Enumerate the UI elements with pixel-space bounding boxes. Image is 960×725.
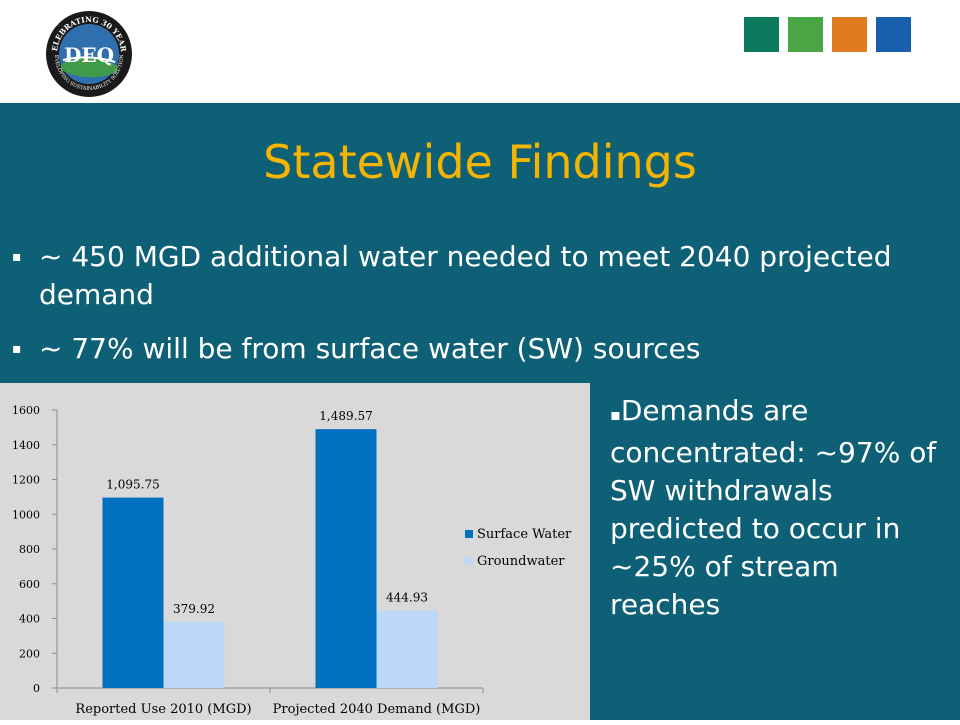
data-label: 1,489.57 bbox=[319, 409, 372, 423]
bullet-text: ~ 77% will be from surface water (SW) so… bbox=[39, 332, 701, 365]
logo-center-text: DEQ bbox=[64, 43, 114, 67]
y-tick-label: 600 bbox=[19, 578, 40, 591]
side-note: ▪Demands are concentrated: ~97% of SW wi… bbox=[610, 392, 955, 624]
category-label: Reported Use 2010 (MGD) bbox=[75, 702, 251, 717]
legend-swatch bbox=[465, 530, 473, 538]
data-label: 379.92 bbox=[173, 602, 215, 616]
bullet-marker: ▪ bbox=[12, 249, 22, 265]
slide-title: Statewide Findings bbox=[263, 135, 697, 189]
side-note-text: Demands are concentrated: ~97% of SW wit… bbox=[610, 394, 937, 621]
legend-swatch bbox=[465, 557, 473, 565]
deq-logo: CELEBRATING 30 YEARS DEVELOPING SUSTAINA… bbox=[45, 10, 132, 97]
data-label: 444.93 bbox=[386, 591, 428, 605]
bar-chart: 0 200 400 600 800 1000 1200 1400 1600 1,095.75 379… bbox=[12, 404, 572, 717]
square-teal bbox=[744, 17, 779, 52]
side-bullet-marker: ▪ bbox=[610, 405, 621, 424]
y-tick-label: 400 bbox=[19, 613, 40, 626]
y-tick-label: 800 bbox=[19, 543, 40, 556]
category-label: Projected 2040 Demand (MGD) bbox=[273, 702, 481, 717]
bullet-list: ▪ ~ 450 MGD additional water needed to m… bbox=[12, 238, 932, 384]
bar-groundwater bbox=[163, 621, 225, 688]
legend-label: Groundwater bbox=[477, 554, 565, 569]
square-blue bbox=[876, 17, 911, 52]
legend-label: Surface Water bbox=[477, 527, 572, 542]
header: CELEBRATING 30 YEARS DEVELOPING SUSTAINA… bbox=[0, 0, 960, 103]
bullet-text: ~ 450 MGD additional water needed to mee… bbox=[39, 240, 892, 311]
y-tick-label: 1200 bbox=[12, 474, 40, 487]
bullet-marker: ▪ bbox=[12, 341, 22, 357]
square-orange bbox=[832, 17, 867, 52]
y-tick-label: 200 bbox=[19, 647, 40, 660]
bullet-item: ▪ ~ 77% will be from surface water (SW) … bbox=[12, 330, 932, 368]
y-tick-label: 1000 bbox=[12, 508, 40, 521]
square-green bbox=[788, 17, 823, 52]
chart-area: 0 200 400 600 800 1000 1200 1400 1600 1,095.75 379… bbox=[0, 383, 590, 720]
y-tick-label: 1400 bbox=[12, 439, 40, 452]
bar-surface-water bbox=[315, 429, 377, 688]
y-tick-label: 0 bbox=[33, 682, 40, 695]
bar-surface-water bbox=[102, 497, 164, 688]
bar-groundwater bbox=[376, 610, 438, 688]
color-squares bbox=[744, 17, 911, 52]
data-label: 1,095.75 bbox=[106, 478, 159, 492]
bullet-item: ▪ ~ 450 MGD additional water needed to m… bbox=[12, 238, 932, 314]
y-tick-label: 1600 bbox=[12, 404, 40, 417]
